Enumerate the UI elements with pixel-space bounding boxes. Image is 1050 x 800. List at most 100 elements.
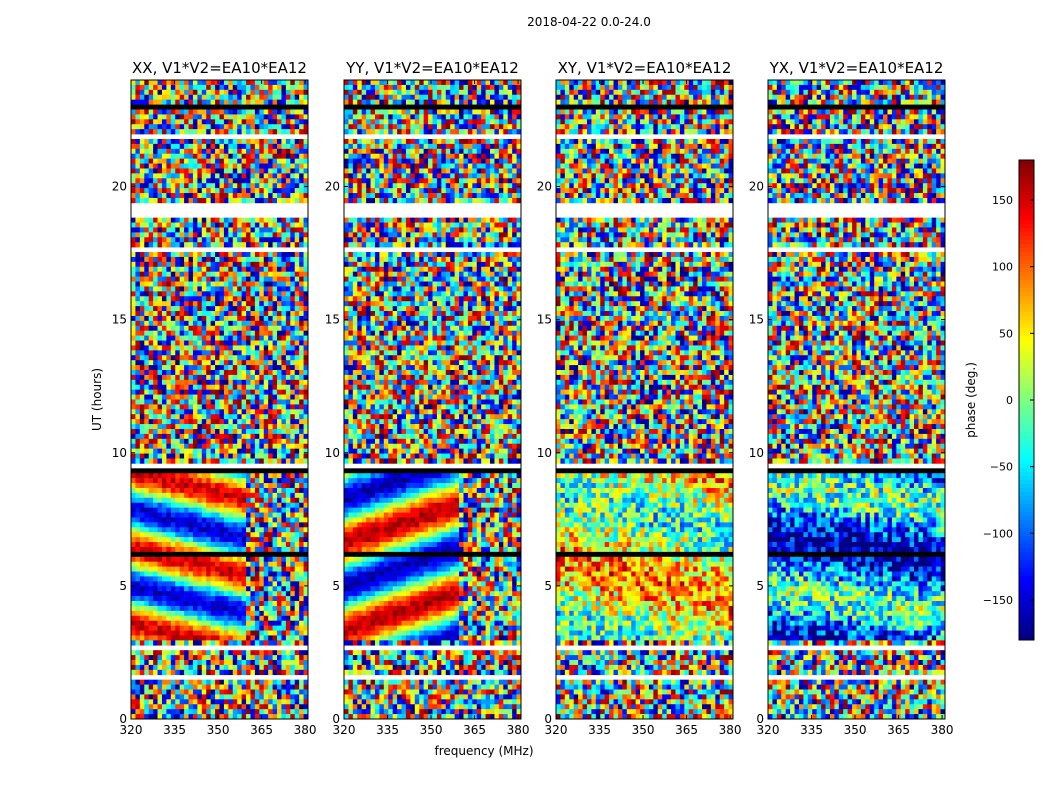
heatmap-cell xyxy=(290,291,296,297)
heatmap-cell xyxy=(272,124,278,130)
heatmap-cell xyxy=(153,148,158,155)
heatmap-cell xyxy=(285,360,291,366)
heatmap-cell xyxy=(237,374,242,381)
heatmap-cell xyxy=(259,453,265,459)
heatmap-cell xyxy=(272,84,278,91)
heatmap-cell xyxy=(259,291,265,297)
heatmap-cell xyxy=(144,197,149,204)
heatmap-cell xyxy=(268,655,273,661)
heatmap-cell xyxy=(170,424,176,430)
heatmap-cell xyxy=(277,222,282,228)
heatmap-cell xyxy=(237,306,242,312)
heatmap-cell xyxy=(184,389,189,395)
heatmap-cell xyxy=(192,99,198,105)
heatmap-cell xyxy=(272,428,278,435)
heatmap-cell xyxy=(285,492,291,499)
heatmap-cell xyxy=(232,389,238,395)
heatmap-cell xyxy=(188,625,194,631)
heatmap-cell xyxy=(131,345,136,351)
heatmap-cell xyxy=(285,296,291,302)
heatmap-cell xyxy=(197,394,203,400)
heatmap-cell xyxy=(223,276,229,282)
heatmap-cell xyxy=(192,340,198,346)
heatmap-cell xyxy=(232,99,238,105)
heatmap-cell xyxy=(139,281,145,287)
heatmap-cell xyxy=(166,428,172,435)
heatmap-cell xyxy=(192,80,198,86)
heatmap-cell xyxy=(148,497,154,504)
heatmap-cell xyxy=(161,478,167,484)
heatmap-cell xyxy=(228,129,234,135)
heatmap-cell xyxy=(299,679,304,685)
heatmap-cell xyxy=(241,276,247,282)
heatmap-cell xyxy=(263,261,269,268)
heatmap-cell xyxy=(294,173,300,179)
heatmap-cell xyxy=(210,704,216,710)
heatmap-cell xyxy=(223,379,229,386)
heatmap-cell xyxy=(237,591,242,597)
heatmap-cell xyxy=(268,114,273,120)
heatmap-cell xyxy=(148,576,154,582)
heatmap-cell xyxy=(294,360,300,366)
heatmap-cell xyxy=(232,522,238,528)
heatmap-cell xyxy=(294,197,300,204)
heatmap-cell xyxy=(175,537,180,543)
heatmap-cell xyxy=(166,669,172,676)
heatmap-cell xyxy=(237,532,242,538)
heatmap-cell xyxy=(277,193,282,199)
heatmap-cell xyxy=(294,453,300,459)
heatmap-cell xyxy=(166,183,172,189)
heatmap-cell xyxy=(170,384,176,390)
heatmap-cell xyxy=(281,89,287,96)
heatmap-cell xyxy=(228,119,234,125)
heatmap-cell xyxy=(268,694,273,700)
heatmap-cell xyxy=(215,89,220,96)
heatmap-cell xyxy=(201,551,207,558)
heatmap-cell xyxy=(197,576,203,582)
heatmap-cell xyxy=(166,94,172,100)
heatmap-cell xyxy=(259,94,265,100)
heatmap-cell xyxy=(237,379,242,386)
heatmap-cell xyxy=(161,360,167,366)
heatmap-cell xyxy=(157,325,163,331)
x-tick-label: 350 xyxy=(207,723,230,737)
heatmap-cell xyxy=(197,374,203,381)
heatmap-cell xyxy=(192,473,198,479)
heatmap-cell xyxy=(228,640,234,646)
heatmap-cell xyxy=(144,419,149,425)
heatmap-cell xyxy=(215,443,220,449)
heatmap-cell xyxy=(254,610,260,617)
heatmap-cell xyxy=(259,384,265,390)
heatmap-cell xyxy=(232,433,238,440)
heatmap-cell xyxy=(219,143,225,150)
heatmap-cell xyxy=(175,492,180,499)
heatmap-cell xyxy=(259,689,265,695)
heatmap-cell xyxy=(219,227,225,233)
heatmap-cell xyxy=(215,419,220,425)
heatmap-cell xyxy=(237,286,242,292)
heatmap-cell xyxy=(272,129,278,135)
heatmap-cell xyxy=(184,178,189,184)
heatmap-cell xyxy=(285,551,291,558)
heatmap-cell xyxy=(374,84,380,91)
heatmap-cell xyxy=(166,689,172,695)
heatmap-cell xyxy=(153,655,158,661)
heatmap-cell xyxy=(285,650,291,656)
heatmap-cell xyxy=(228,237,234,243)
heatmap-cell xyxy=(192,252,198,258)
heatmap-cell xyxy=(184,370,189,376)
heatmap-cell xyxy=(175,610,180,617)
heatmap-cell xyxy=(241,252,247,258)
heatmap-cell xyxy=(277,443,282,449)
heatmap-cell xyxy=(290,517,296,523)
heatmap-cell xyxy=(135,114,141,120)
heatmap-cell xyxy=(148,704,154,710)
heatmap-cell xyxy=(299,345,304,351)
heatmap-cell xyxy=(184,222,189,228)
heatmap-cell xyxy=(179,286,185,292)
heatmap-cell xyxy=(170,173,176,179)
heatmap-cell xyxy=(131,419,136,425)
heatmap-cell xyxy=(210,640,216,646)
heatmap-cell xyxy=(277,296,282,302)
heatmap-cell xyxy=(144,664,149,671)
